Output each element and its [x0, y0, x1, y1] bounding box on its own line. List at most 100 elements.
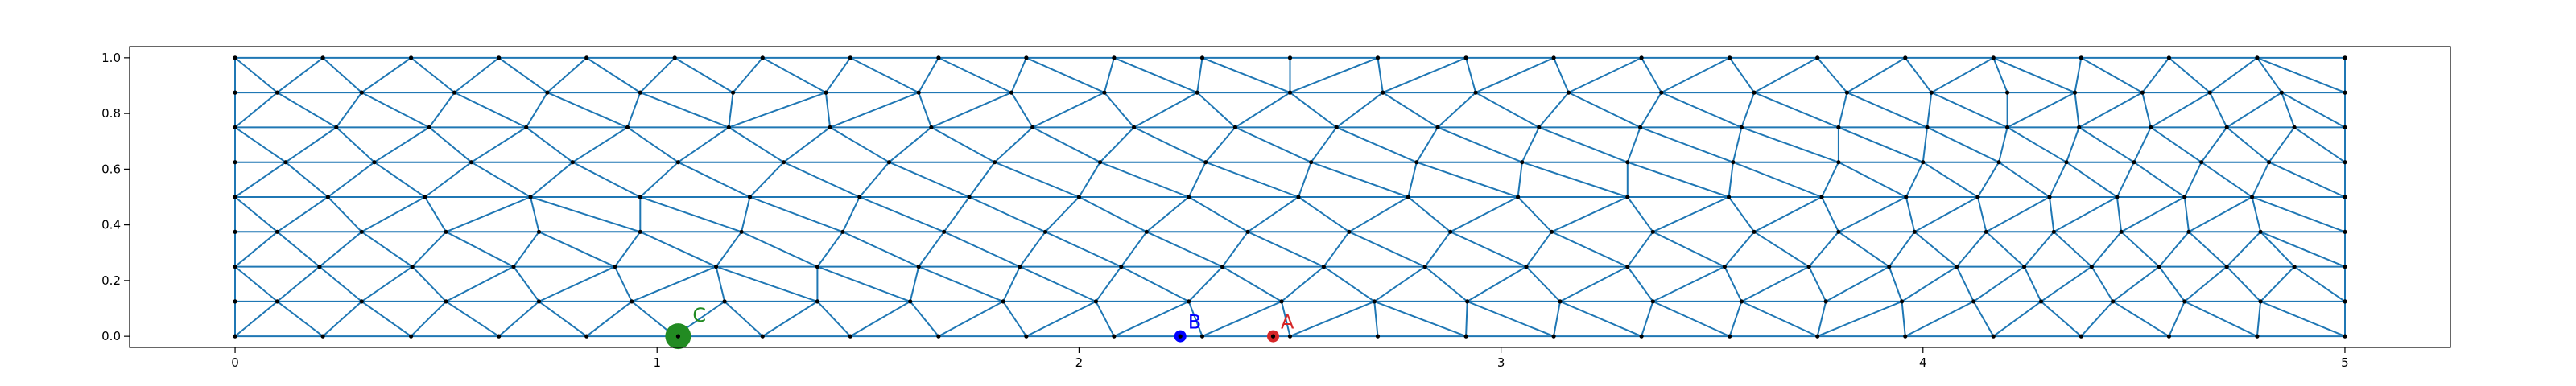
- mesh-edge: [1348, 196, 1409, 233]
- mesh-edge: [1323, 265, 1375, 302]
- mesh-node: [2005, 125, 2010, 129]
- mesh-node: [1975, 195, 1980, 199]
- mesh-node: [1566, 90, 1571, 95]
- mesh-node: [325, 195, 330, 199]
- mesh-node: [1752, 229, 1757, 234]
- mesh-node: [1463, 334, 1468, 339]
- mesh-edge: [285, 126, 337, 163]
- mesh-edge: [586, 301, 633, 337]
- mesh-node: [2343, 195, 2347, 199]
- mesh-edge: [327, 196, 363, 232]
- mesh-edge: [1985, 196, 2050, 233]
- mesh-edge: [538, 301, 588, 337]
- mesh-edge: [1032, 126, 1101, 163]
- mesh-edge: [1521, 161, 1629, 198]
- mesh-node: [1904, 195, 1909, 199]
- mesh-edge: [1348, 231, 1426, 268]
- mesh-edge: [2188, 196, 2253, 233]
- mesh-node: [1728, 55, 1732, 60]
- mesh-edge: [1652, 300, 1731, 338]
- mesh-edge: [336, 126, 375, 163]
- mesh-edge: [1825, 265, 1890, 302]
- mesh-edge: [471, 161, 531, 198]
- mesh-node: [1024, 55, 1029, 60]
- mesh-edge: [1816, 57, 1848, 93]
- mesh-edge: [1838, 126, 1924, 163]
- mesh-edge: [1652, 196, 1730, 233]
- mesh-edge: [1026, 301, 1096, 337]
- mesh-node: [1722, 265, 1727, 269]
- mesh-node: [2258, 299, 2263, 304]
- mesh-edge: [1517, 196, 1553, 232]
- mesh-edge: [1568, 56, 1642, 94]
- mesh-edge: [1103, 57, 1115, 93]
- mesh-edge: [1559, 300, 1642, 338]
- mesh-node: [1549, 229, 1554, 234]
- mesh-edge: [2112, 265, 2160, 302]
- plot-frame: [129, 46, 2451, 348]
- mesh-edge: [2251, 196, 2262, 232]
- mesh-edge: [1905, 196, 1916, 232]
- mesh-edge: [918, 265, 1004, 302]
- mesh-edge: [530, 196, 540, 232]
- mesh-node: [233, 229, 237, 234]
- mesh-edge: [2040, 301, 2082, 337]
- mesh-node: [1112, 55, 1117, 60]
- mesh-edge: [530, 196, 641, 233]
- mesh-node: [936, 334, 941, 339]
- mesh-node: [427, 125, 431, 129]
- mesh-edge: [816, 231, 844, 268]
- mesh-node: [2182, 195, 2187, 199]
- mesh-edge: [1724, 231, 1755, 268]
- mesh-node: [2292, 265, 2297, 269]
- mesh-edge: [1551, 196, 1629, 233]
- mesh-edge: [1311, 161, 1409, 198]
- mesh-node: [1112, 334, 1117, 339]
- mesh-edge: [631, 265, 716, 302]
- mesh-edge: [1626, 127, 1641, 163]
- mesh-edge: [335, 92, 363, 128]
- mesh-node: [1287, 90, 1293, 95]
- mesh-edge: [1652, 265, 1725, 302]
- mesh-edge: [1926, 126, 2000, 163]
- mesh-edge: [2226, 231, 2261, 268]
- mesh-edge: [530, 161, 574, 198]
- mesh-edge: [424, 196, 447, 232]
- mesh-edge: [498, 301, 540, 337]
- mesh-node: [2064, 160, 2069, 165]
- mesh-edge: [2268, 161, 2346, 198]
- point-label-c: C: [692, 304, 706, 326]
- mesh-node: [275, 90, 280, 95]
- mesh-node: [1093, 299, 1098, 304]
- mesh-node: [452, 90, 457, 95]
- mesh-node: [1739, 299, 1744, 304]
- mesh-edge: [677, 126, 729, 163]
- mesh-edge: [1323, 231, 1350, 268]
- mesh-edge: [677, 161, 750, 198]
- mesh-node: [2140, 90, 2145, 95]
- mesh-edge: [2040, 265, 2092, 302]
- mesh-edge: [1133, 126, 1207, 163]
- mesh-nodes: [233, 55, 2347, 339]
- mesh-edge: [716, 265, 818, 302]
- mesh-node: [423, 195, 427, 199]
- mesh-node: [511, 265, 516, 269]
- mesh-node: [2258, 229, 2263, 234]
- mesh-edge: [1044, 196, 1080, 232]
- mesh-edge: [361, 231, 413, 268]
- mesh-node: [2166, 334, 2171, 339]
- mesh-edge: [2256, 301, 2262, 337]
- mesh-node: [1375, 55, 1381, 60]
- point-label-b: B: [1188, 311, 1201, 334]
- mesh-edge: [1234, 92, 1291, 129]
- mesh-node: [1971, 299, 1976, 304]
- mesh-node: [824, 90, 828, 95]
- mesh-node: [2111, 299, 2116, 304]
- mesh-node: [275, 229, 280, 234]
- mesh-node: [2343, 90, 2347, 95]
- mesh-node: [2115, 195, 2120, 199]
- mesh-edge: [2260, 231, 2295, 268]
- mesh-edge: [2053, 196, 2118, 233]
- mesh-edge: [909, 301, 939, 337]
- mesh-edge: [525, 92, 548, 128]
